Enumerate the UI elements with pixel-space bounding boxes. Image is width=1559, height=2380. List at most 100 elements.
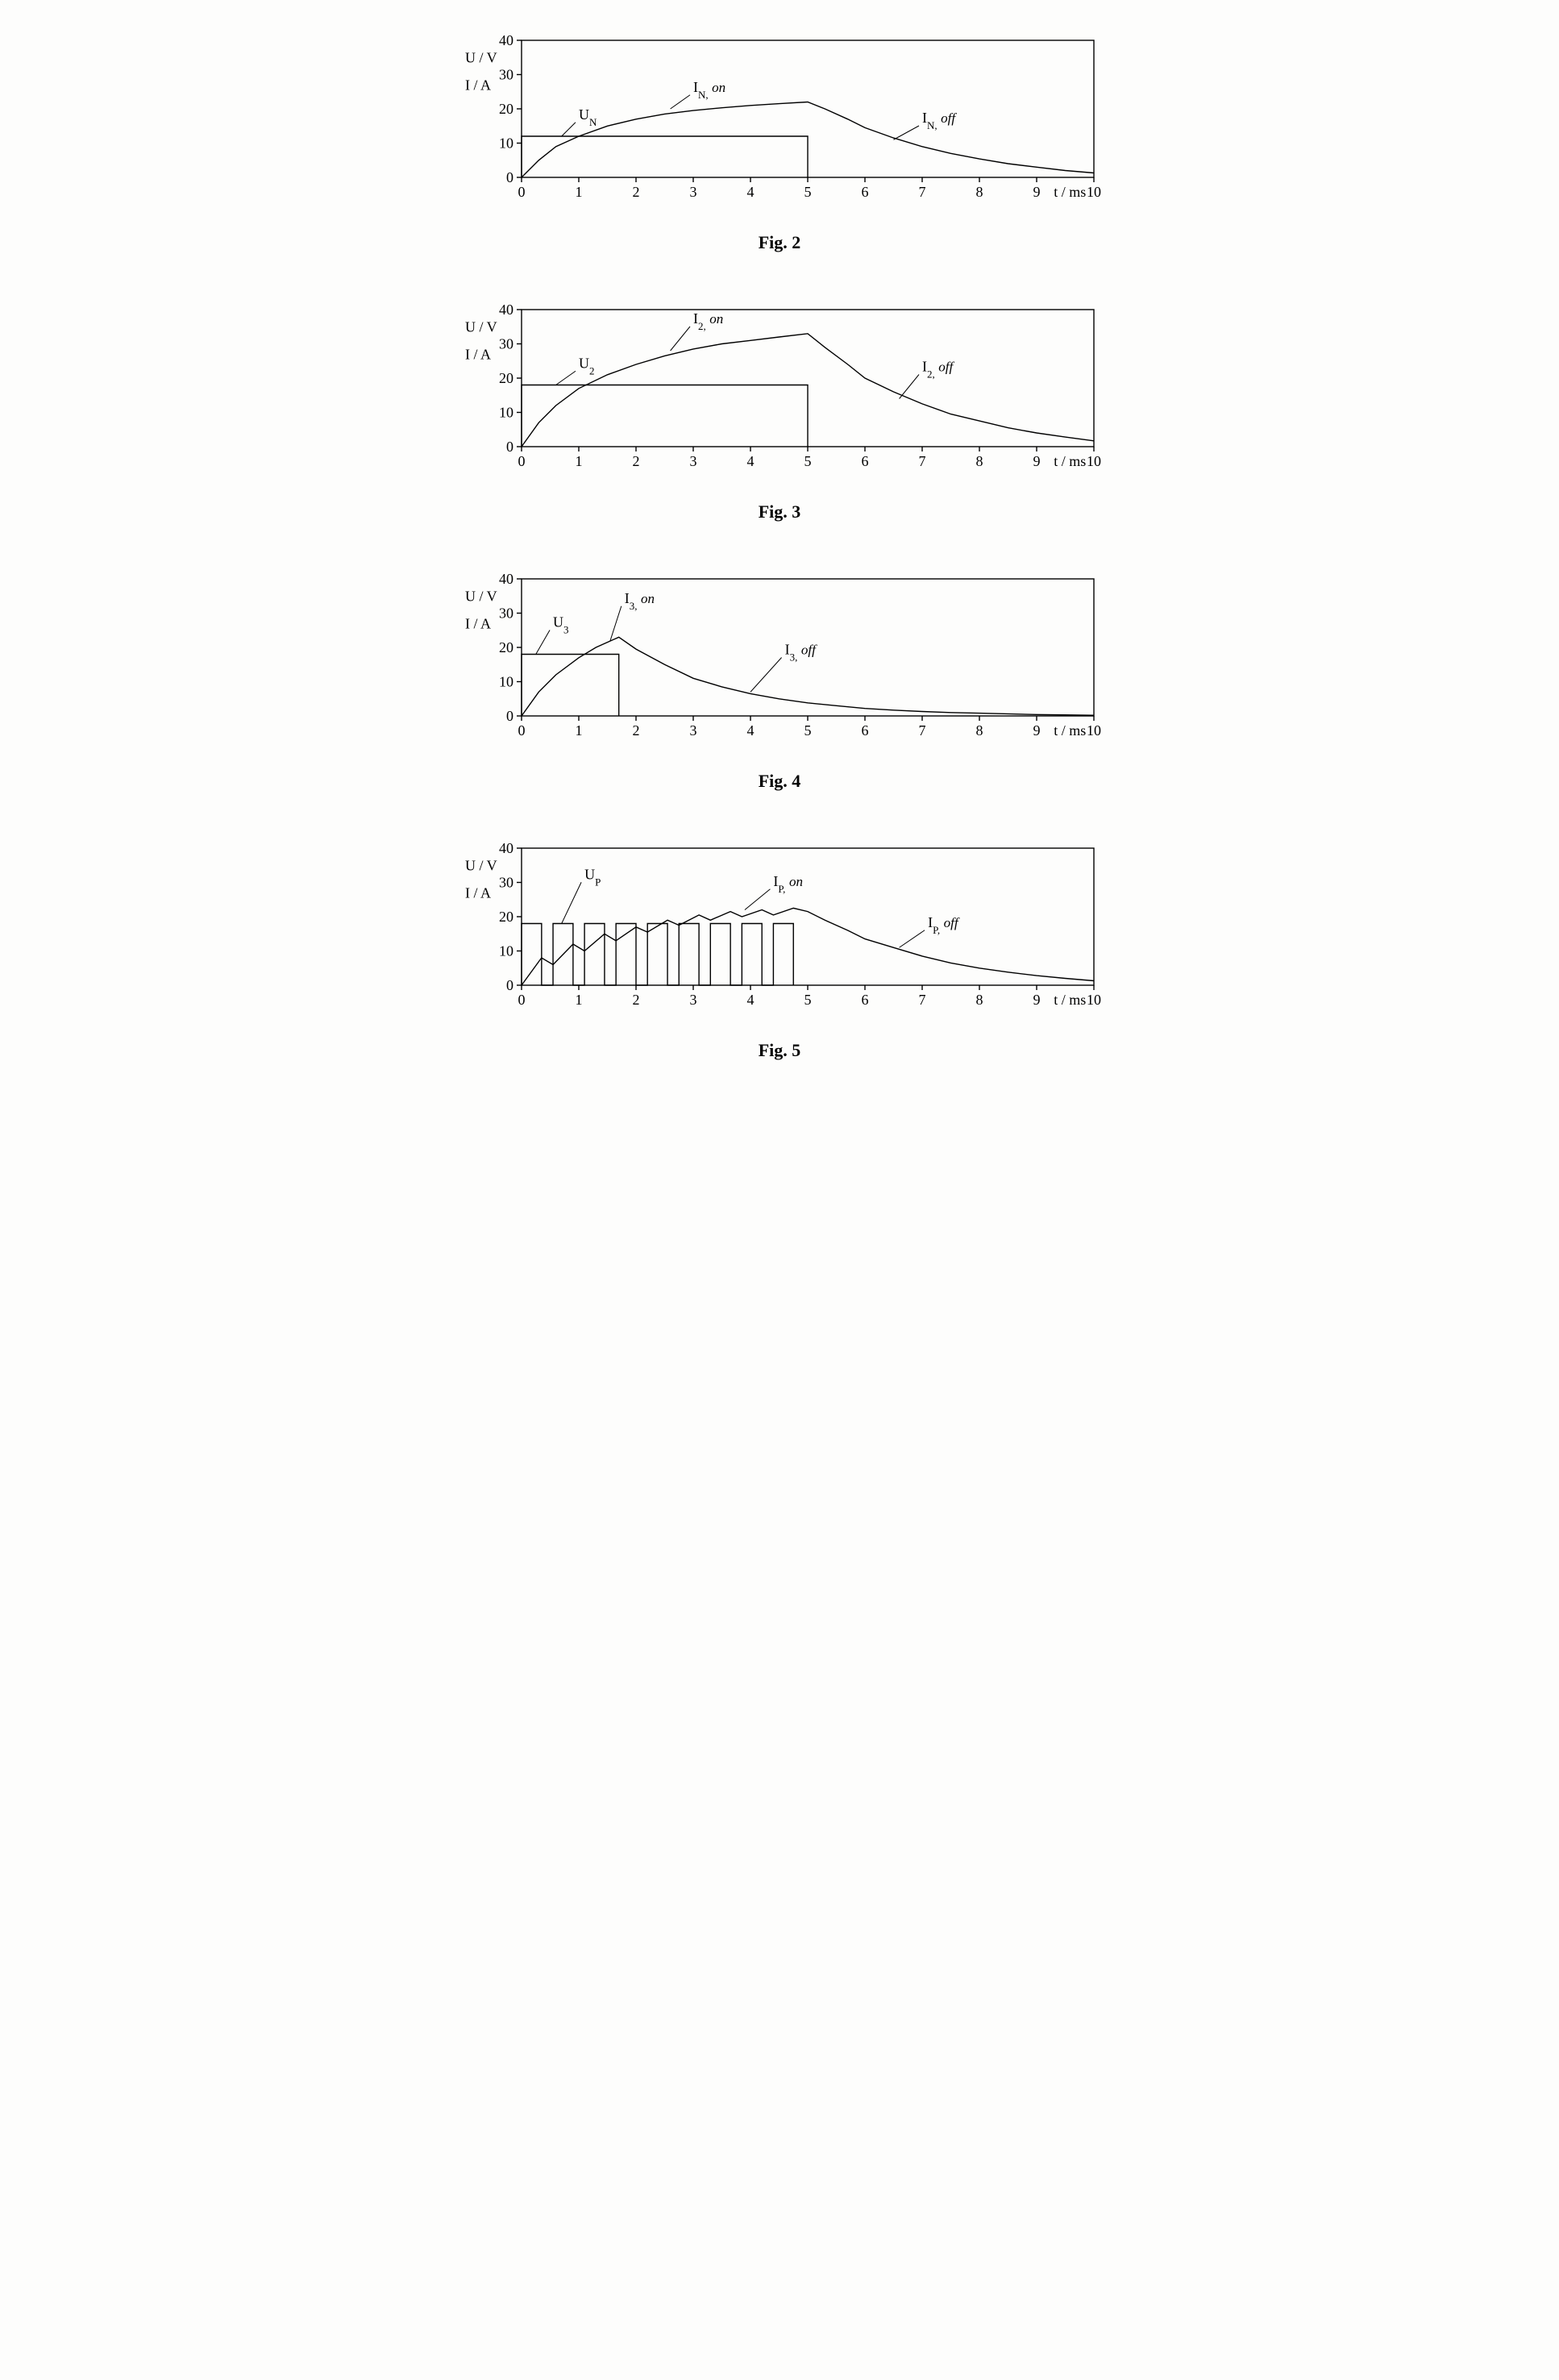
x-tick-label: 6 xyxy=(862,992,869,1008)
figure-caption: Fig. 5 xyxy=(48,1040,1511,1061)
x-tick-label: 7 xyxy=(919,992,926,1008)
x-tick-label: 2 xyxy=(633,722,640,739)
y-tick-label: 30 xyxy=(499,875,513,891)
annotation-leader xyxy=(562,882,581,923)
y-tick-label: 10 xyxy=(499,405,513,421)
y-tick-label: 40 xyxy=(499,571,513,587)
y-tick-label: 20 xyxy=(499,639,513,655)
x-tick-label: 8 xyxy=(976,722,983,739)
x-tick-label: 1 xyxy=(576,722,583,739)
y-axis-label-uv: U / V xyxy=(465,49,497,65)
x-tick-label: 0 xyxy=(518,184,526,200)
y-tick-label: 10 xyxy=(499,674,513,690)
x-tick-label: 2 xyxy=(633,184,640,200)
x-axis-label: t / ms xyxy=(1054,992,1086,1008)
x-tick-label: 0 xyxy=(518,453,526,469)
annotation-label-0: UP xyxy=(584,866,601,888)
figure-block-fig3: 010203040012345678910U / VI / At / msI2,… xyxy=(48,302,1511,522)
y-axis-label-ia: I / A xyxy=(465,346,491,362)
y-tick-label: 40 xyxy=(499,32,513,48)
x-tick-label: 3 xyxy=(690,453,697,469)
x-tick-label: 5 xyxy=(804,722,812,739)
y-axis-label-ia: I / A xyxy=(465,884,491,901)
annotation-label-0: IN, on xyxy=(693,79,725,101)
y-tick-label: 0 xyxy=(506,439,513,455)
annotation-leader xyxy=(750,658,782,693)
annotation-label-0: I2, on xyxy=(693,310,723,332)
annotation-label-2: I2, off xyxy=(922,359,954,381)
annotation-label-2: I3, off xyxy=(785,642,817,664)
annotation-leader xyxy=(610,606,622,641)
annotation-label-1: IP, on xyxy=(773,873,803,895)
x-tick-label: 6 xyxy=(862,184,869,200)
x-tick-label: 9 xyxy=(1033,453,1041,469)
x-tick-label: 10 xyxy=(1087,722,1101,739)
chart-fig5: 010203040012345678910U / VI / At / msUPI… xyxy=(449,840,1110,1017)
figure-block-fig4: 010203040012345678910U / VI / At / msI3,… xyxy=(48,571,1511,792)
y-tick-label: 0 xyxy=(506,977,513,993)
chart-fig2: 0 10 20 30 40 0 1 2 3 4 5 6 7 8 9 10 U / V I / A t / ms IN,… xyxy=(449,32,1110,210)
x-tick-label: 1 xyxy=(576,184,583,200)
y-tick-label: 10 xyxy=(499,943,513,959)
annotation-leader xyxy=(894,126,920,139)
x-tick-label: 2 xyxy=(633,453,640,469)
y-tick-label: 10 xyxy=(499,135,513,152)
x-tick-label: 9 xyxy=(1033,184,1041,200)
x-tick-label: 4 xyxy=(747,184,755,200)
annotation-label-2: IP, off xyxy=(928,914,960,936)
x-tick-label: 8 xyxy=(976,453,983,469)
current-curve xyxy=(522,908,1094,985)
x-tick-label: 1 xyxy=(576,453,583,469)
x-axis-label: t / ms xyxy=(1054,184,1086,200)
figure-caption: Fig. 3 xyxy=(48,501,1511,522)
x-tick-label: 7 xyxy=(919,184,926,200)
x-tick-label: 4 xyxy=(747,992,755,1008)
x-tick-label: 3 xyxy=(690,184,697,200)
x-tick-label: 1 xyxy=(576,992,583,1008)
x-tick-label: 8 xyxy=(976,184,983,200)
y-axis-label-ia: I / A xyxy=(465,615,491,631)
y-tick-label: 0 xyxy=(506,169,513,185)
y-tick-label: 0 xyxy=(506,708,513,724)
y-tick-label: 30 xyxy=(499,336,513,352)
x-tick-label: 10 xyxy=(1087,992,1101,1008)
y-axis-label-uv: U / V xyxy=(465,588,497,604)
y-tick-label: 20 xyxy=(499,101,513,117)
annotation-label-1: UN xyxy=(579,106,597,128)
x-tick-label: 2 xyxy=(633,992,640,1008)
x-tick-label: 8 xyxy=(976,992,983,1008)
x-axis-label: t / ms xyxy=(1054,453,1086,469)
figure-block-fig5: 010203040012345678910U / VI / At / msUPI… xyxy=(48,840,1511,1061)
y-axis-label-uv: U / V xyxy=(465,857,497,873)
annotation-leader xyxy=(900,930,925,948)
x-tick-label: 9 xyxy=(1033,992,1041,1008)
annotation-leader xyxy=(562,123,576,136)
annotation-label-1: U3 xyxy=(553,614,569,636)
y-tick-label: 30 xyxy=(499,67,513,83)
y-tick-label: 20 xyxy=(499,909,513,925)
y-axis-label-uv: U / V xyxy=(465,318,497,335)
x-tick-label: 7 xyxy=(919,722,926,739)
x-tick-label: 5 xyxy=(804,453,812,469)
y-axis-label-ia: I / A xyxy=(465,77,491,93)
annotation-leader xyxy=(536,630,550,655)
annotation-leader xyxy=(671,95,690,109)
x-tick-label: 0 xyxy=(518,992,526,1008)
y-tick-label: 40 xyxy=(499,302,513,318)
x-tick-label: 5 xyxy=(804,184,812,200)
x-tick-label: 5 xyxy=(804,992,812,1008)
x-tick-label: 0 xyxy=(518,722,526,739)
annotation-leader xyxy=(745,889,771,910)
annotation-label-1: U2 xyxy=(579,355,595,377)
annotation-leader xyxy=(671,327,690,351)
x-tick-label: 10 xyxy=(1087,453,1101,469)
annotation-leader xyxy=(556,371,576,385)
x-tick-label: 6 xyxy=(862,722,869,739)
x-tick-label: 3 xyxy=(690,722,697,739)
chart-fig3: 010203040012345678910U / VI / At / msI2,… xyxy=(449,302,1110,479)
x-tick-label: 7 xyxy=(919,453,926,469)
x-tick-label: 10 xyxy=(1087,184,1101,200)
figure-block-fig2: 0 10 20 30 40 0 1 2 3 4 5 6 7 8 9 10 U / V I / A t / ms IN,… xyxy=(48,32,1511,253)
y-tick-label: 30 xyxy=(499,605,513,622)
y-tick-label: 40 xyxy=(499,840,513,856)
